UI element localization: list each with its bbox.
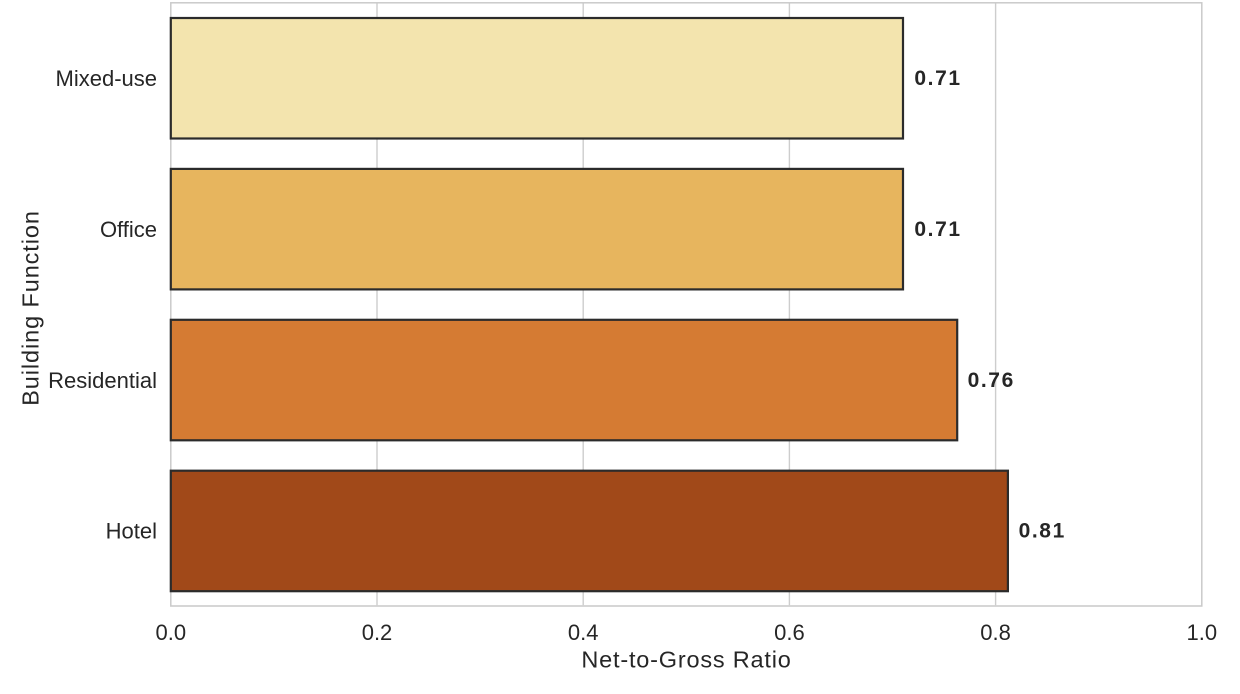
svg-text:Residential: Residential: [48, 368, 157, 393]
svg-text:0.2: 0.2: [362, 620, 393, 645]
svg-text:0.6: 0.6: [774, 620, 805, 645]
svg-text:Office: Office: [100, 217, 157, 242]
svg-text:1.0: 1.0: [1187, 620, 1218, 645]
svg-text:0.71: 0.71: [914, 67, 961, 90]
svg-text:0.71: 0.71: [914, 218, 961, 241]
svg-text:0.81: 0.81: [1019, 520, 1066, 543]
svg-text:0.0: 0.0: [156, 620, 187, 645]
svg-text:Building Function: Building Function: [18, 210, 44, 406]
svg-text:0.76: 0.76: [968, 369, 1015, 392]
svg-text:0.8: 0.8: [980, 620, 1011, 645]
svg-text:Mixed-use: Mixed-use: [56, 66, 157, 91]
svg-text:Hotel: Hotel: [106, 519, 157, 544]
svg-text:Net-to-Gross Ratio: Net-to-Gross Ratio: [581, 647, 791, 673]
svg-text:0.4: 0.4: [568, 620, 599, 645]
